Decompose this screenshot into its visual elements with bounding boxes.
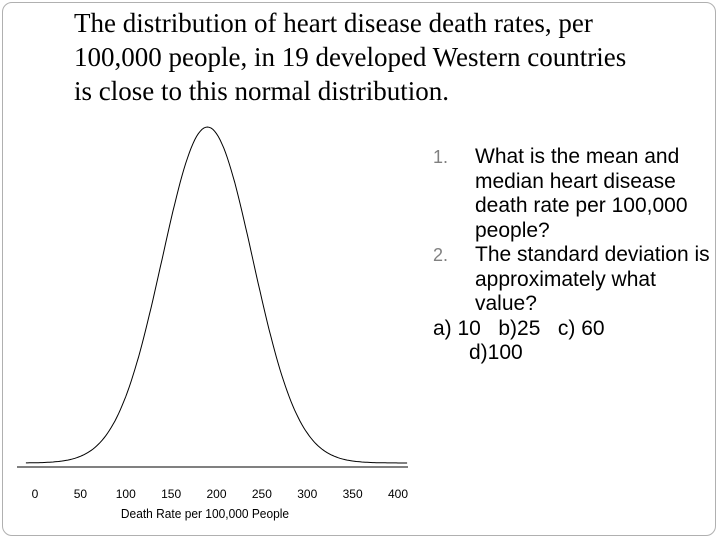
question-number: 1.: [433, 147, 449, 167]
x-tick-label: 250: [252, 487, 272, 501]
question-item: 1. What is the mean and median heart dis…: [433, 145, 718, 243]
answer-line: d)100: [469, 341, 523, 364]
title-line: The distribution of heart disease death …: [74, 8, 593, 38]
answer-choices: a) 10 b)25 c) 60 d)100: [433, 317, 718, 366]
question-text: What is the mean and median heart diseas…: [475, 145, 688, 242]
x-tick-label: 300: [297, 487, 317, 501]
slide-title: The distribution of heart disease death …: [74, 6, 694, 108]
x-tick-label: 400: [388, 487, 408, 501]
x-tick-label: 0: [32, 487, 39, 501]
question-number: 2.: [433, 245, 449, 265]
title-line: is close to this normal distribution.: [74, 76, 449, 106]
x-axis-label: Death Rate per 100,000 People: [121, 507, 289, 522]
title-line: 100,000 people, in 19 developed Western …: [74, 42, 627, 72]
x-tick-label: 100: [116, 487, 136, 501]
normal-curve: [25, 126, 408, 464]
question-text: The standard deviation is approximately …: [475, 243, 710, 315]
x-tick-label: 50: [74, 487, 88, 501]
answer-line: a) 10 b)25 c) 60: [433, 316, 605, 340]
x-tick-label: 200: [206, 487, 226, 501]
x-tick-label: 150: [161, 487, 181, 501]
question-item: 2. The standard deviation is approximate…: [433, 243, 718, 317]
x-tick-label: 350: [343, 487, 363, 501]
question-list: 1. What is the mean and median heart dis…: [433, 145, 718, 366]
